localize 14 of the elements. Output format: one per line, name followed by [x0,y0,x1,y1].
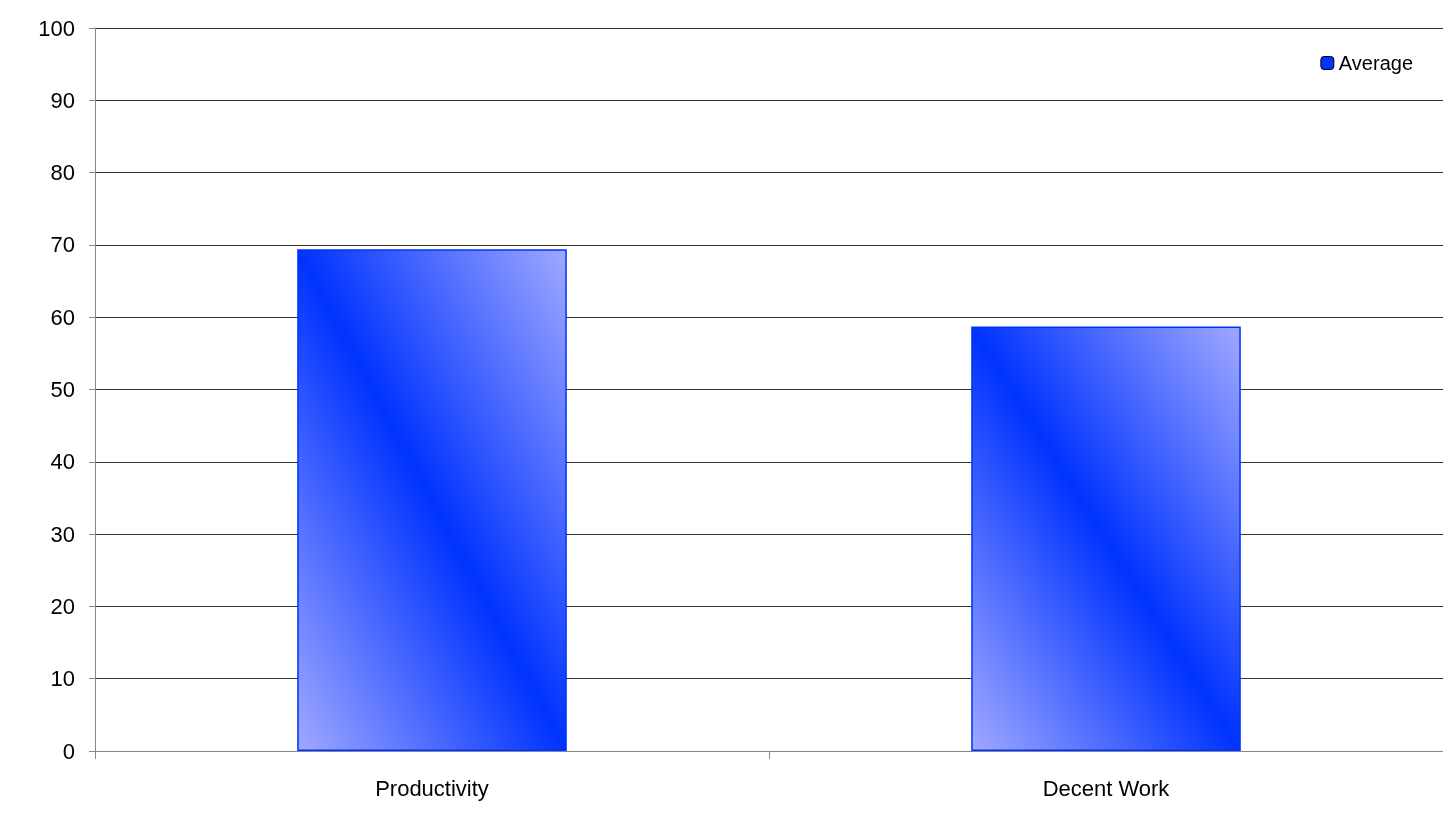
x-tick-label: Productivity [375,775,489,801]
y-tick-label: 40 [50,449,75,475]
x-tick-label: Decent Work [1042,775,1171,801]
y-tick-label: 80 [50,160,75,186]
y-tick-label: 20 [50,593,75,619]
y-tick-label: 90 [50,87,75,113]
legend-label: Average [1338,52,1414,74]
y-tick-label: 30 [50,521,75,547]
y-tick-label: 70 [50,232,75,258]
y-tick-label: 0 [62,738,75,764]
y-tick-label: 50 [50,377,75,402]
y-tick-label: 100 [38,15,75,41]
y-tick-label: 60 [50,304,75,330]
y-tick-label: 10 [50,666,75,692]
